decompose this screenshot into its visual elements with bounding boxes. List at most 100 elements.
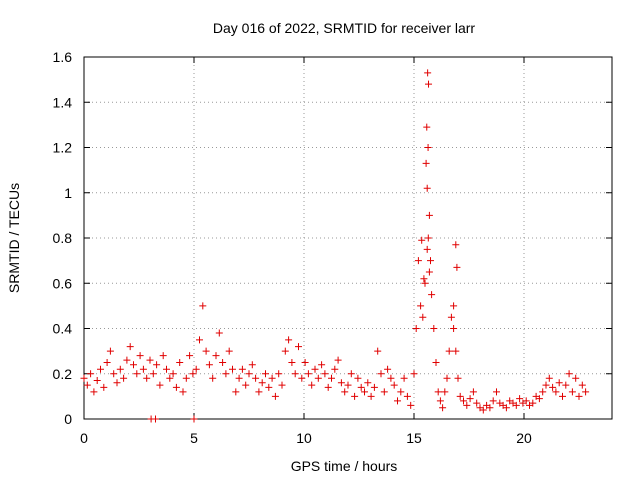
data-point — [394, 397, 401, 405]
data-point — [331, 365, 339, 373]
data-point — [502, 404, 510, 412]
data-point — [445, 347, 453, 355]
data-point — [314, 374, 322, 382]
data-point — [113, 379, 121, 387]
data-point — [469, 388, 477, 396]
data-point — [196, 336, 203, 344]
data-point — [328, 374, 335, 382]
data-point — [139, 365, 147, 373]
data-point — [232, 388, 240, 396]
y-tick-label: 1.2 — [53, 140, 73, 156]
data-point — [324, 383, 332, 391]
data-point — [555, 379, 563, 387]
data-points — [80, 69, 590, 423]
data-point — [450, 302, 458, 310]
data-point — [182, 374, 190, 382]
data-point — [341, 388, 349, 396]
data-point — [311, 365, 319, 373]
data-point — [367, 392, 375, 400]
data-point — [436, 397, 444, 405]
data-point — [202, 347, 210, 355]
data-point — [97, 365, 104, 373]
x-tick-label: 5 — [190, 430, 198, 446]
data-point — [255, 388, 263, 396]
x-tick-label: 20 — [516, 430, 532, 446]
data-point — [275, 370, 283, 378]
data-point — [186, 352, 194, 360]
x-tick-label: 0 — [80, 430, 88, 446]
x-axis-label: GPS time / hours — [291, 458, 398, 474]
data-point — [424, 144, 432, 151]
data-point — [414, 257, 422, 265]
data-point — [423, 184, 431, 192]
data-point — [420, 275, 428, 283]
data-point — [242, 381, 250, 389]
data-point — [166, 374, 174, 382]
data-point — [291, 370, 299, 378]
data-point — [176, 358, 184, 366]
data-point — [351, 392, 359, 400]
data-point — [529, 399, 537, 407]
y-tick-label: 0 — [64, 411, 72, 427]
data-point — [432, 358, 440, 366]
data-point — [493, 388, 500, 396]
data-point — [479, 406, 487, 414]
data-point — [265, 383, 273, 391]
data-point — [452, 241, 460, 249]
data-point — [460, 397, 467, 405]
data-point — [347, 370, 355, 378]
y-tick-labels: 0 0.2 0.4 0.6 0.8 1 1.2 1.4 1.6 — [53, 49, 73, 427]
data-point — [281, 347, 289, 355]
data-point — [337, 379, 345, 387]
y-tick-label: 0.8 — [53, 230, 73, 246]
data-point — [489, 397, 497, 405]
data-point — [354, 374, 362, 382]
data-point — [447, 313, 455, 321]
data-point — [418, 236, 426, 244]
data-point — [423, 245, 431, 253]
data-point — [126, 343, 134, 351]
data-point — [304, 370, 312, 378]
data-point — [169, 370, 177, 378]
data-point — [222, 370, 230, 378]
data-point — [545, 374, 553, 382]
data-point — [424, 69, 432, 77]
data-point — [364, 379, 372, 387]
y-tick-label: 0.6 — [53, 275, 73, 291]
data-point — [149, 370, 157, 378]
data-point — [387, 374, 395, 382]
data-point — [262, 370, 269, 378]
data-point — [245, 370, 253, 378]
data-point — [106, 347, 114, 355]
data-point — [130, 361, 137, 369]
data-point — [407, 401, 415, 409]
data-point — [424, 234, 432, 242]
data-point — [565, 370, 573, 378]
data-point — [334, 356, 342, 364]
data-point — [582, 388, 590, 396]
data-point — [412, 325, 420, 332]
data-point — [308, 381, 316, 389]
y-tick-label: 1.6 — [53, 49, 73, 65]
x-tick-label: 15 — [406, 430, 422, 446]
data-point — [205, 361, 213, 369]
data-point — [542, 381, 550, 389]
data-point — [466, 395, 474, 403]
data-point — [427, 257, 434, 265]
data-point — [422, 159, 430, 167]
data-point — [450, 325, 458, 332]
data-point — [456, 392, 464, 400]
data-point — [252, 374, 260, 382]
data-point — [271, 392, 279, 400]
data-point — [439, 404, 447, 412]
data-point — [219, 358, 227, 366]
data-point — [93, 377, 101, 385]
data-point — [209, 374, 217, 382]
data-point — [110, 370, 118, 378]
data-point — [428, 291, 436, 299]
data-point — [83, 381, 91, 389]
y-tick-label: 0.2 — [53, 366, 73, 382]
data-point — [454, 374, 462, 382]
data-point — [199, 302, 207, 310]
